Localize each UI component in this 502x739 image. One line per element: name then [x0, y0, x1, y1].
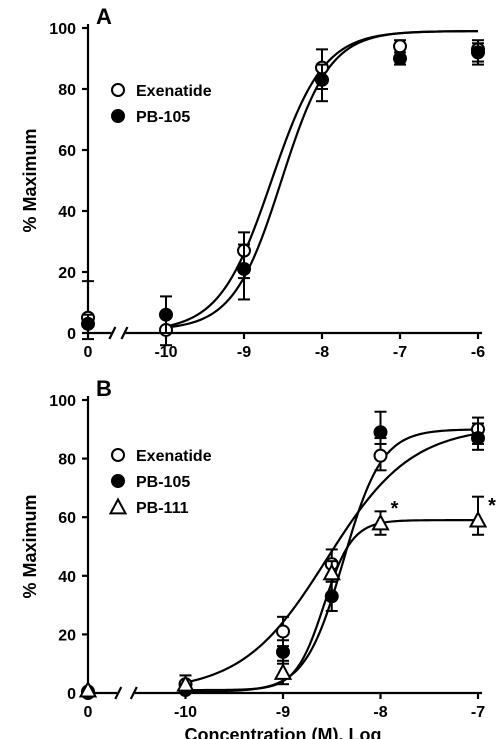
data-point — [375, 450, 387, 462]
legend-marker — [112, 475, 124, 487]
y-tick-label: 100 — [49, 393, 76, 410]
y-axis-label: % Maximum — [20, 494, 40, 598]
legend-marker — [111, 500, 126, 514]
y-tick-label: 20 — [58, 627, 76, 644]
x-tick-label: -10 — [174, 704, 197, 721]
x-tick-label: 0 — [84, 704, 93, 721]
panel-label: B — [96, 376, 112, 401]
y-tick-label: 80 — [58, 452, 76, 469]
data-point — [326, 590, 338, 602]
legend-marker — [112, 449, 124, 461]
data-point — [375, 426, 387, 438]
legend-label: PB-111 — [136, 500, 189, 517]
x-axis-label: Concentration (M), Log — [185, 725, 382, 739]
data-point — [277, 625, 289, 637]
significance-star: * — [391, 498, 399, 520]
y-tick-label: 0 — [67, 686, 76, 703]
x-tick-label: -8 — [373, 704, 387, 721]
legend-label: Exenatide — [136, 448, 212, 465]
x-tick-label: -9 — [276, 704, 290, 721]
y-tick-label: 40 — [58, 569, 76, 586]
data-point — [276, 665, 291, 679]
significance-star: * — [488, 495, 496, 517]
data-point — [472, 432, 484, 444]
y-tick-label: 60 — [58, 510, 76, 527]
data-point — [277, 646, 289, 658]
legend-label: PB-105 — [136, 474, 190, 491]
x-tick-label: -7 — [471, 704, 485, 721]
panel-b: 0 20 40 60 80 100 0 -10 -9 -8 -7 % Maximum Concentra… — [0, 0, 502, 739]
